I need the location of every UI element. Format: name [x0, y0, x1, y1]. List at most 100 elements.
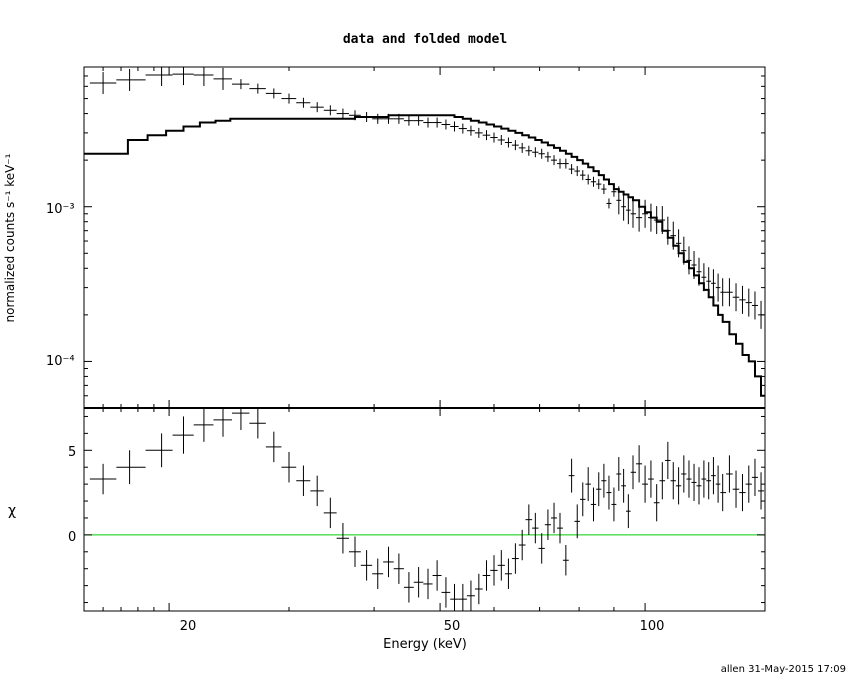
data-point — [590, 176, 597, 187]
residual-point — [621, 468, 626, 503]
residual-point — [89, 463, 117, 495]
residual-point — [720, 473, 727, 512]
data-point — [450, 121, 459, 132]
residual-point — [511, 543, 519, 574]
top-panel: 10⁻³ 10⁻⁴ normalized counts s⁻¹ keV⁻¹ — [3, 66, 766, 409]
residual-point — [249, 408, 266, 439]
data-point — [616, 186, 622, 215]
data-point — [642, 199, 649, 228]
data-point — [360, 112, 373, 123]
residual-point — [265, 431, 282, 463]
residual-point — [383, 546, 394, 578]
data-point — [413, 115, 424, 126]
x-tick-label-100: 100 — [640, 619, 665, 634]
data-point — [630, 199, 637, 228]
data-point — [323, 105, 337, 116]
bottom-y-ticks — [84, 415, 765, 604]
residual-point — [413, 567, 424, 598]
footer-stamp: allen 31-May-2015 17:09 — [721, 664, 846, 675]
model-step-path — [84, 114, 765, 397]
residual-point — [403, 572, 414, 603]
data-point — [625, 196, 631, 225]
data-point — [482, 130, 491, 141]
bottom-y-axis-label: χ — [8, 503, 16, 519]
bottom-panel: 5 0 χ — [8, 407, 766, 612]
data-point — [518, 142, 526, 153]
residual-point — [518, 529, 526, 561]
data-point — [691, 251, 697, 280]
residual-point — [596, 472, 602, 507]
residual-point — [758, 472, 765, 510]
residual-point — [659, 462, 666, 500]
residual-point — [336, 523, 349, 554]
residual-point — [393, 553, 404, 584]
data-point — [579, 170, 586, 181]
data-point — [706, 267, 712, 296]
data-point — [636, 203, 643, 232]
data-point — [665, 216, 671, 245]
residual-point — [532, 512, 539, 544]
x-tick-label-20: 20 — [180, 619, 197, 634]
data-point — [720, 278, 727, 307]
data-point — [751, 291, 759, 320]
data-point — [701, 263, 707, 292]
residual-point — [490, 555, 498, 586]
top-y-ticks — [84, 66, 765, 409]
residual-point — [715, 465, 721, 503]
data-point — [557, 158, 563, 169]
residual-point — [670, 462, 676, 500]
residual-point — [497, 550, 505, 581]
data-point — [538, 148, 545, 159]
data-point — [265, 88, 282, 99]
data-point — [432, 117, 442, 128]
residual-point — [557, 512, 563, 544]
data-point — [231, 79, 250, 90]
residual-point — [568, 458, 575, 493]
data-point — [745, 288, 752, 317]
data-point — [511, 140, 519, 151]
bottom-y-tick-label-0: 0 — [68, 530, 76, 545]
x-axis-label: Energy (keV) — [383, 637, 467, 652]
residual-point — [372, 558, 384, 590]
x-tick-label-50: 50 — [444, 619, 461, 634]
model-step-line — [84, 114, 765, 397]
data-point — [490, 132, 498, 143]
residual-point — [193, 408, 214, 442]
residual-point — [726, 455, 733, 493]
residual-point — [681, 455, 687, 493]
residual-point — [562, 545, 569, 576]
data-point — [659, 206, 666, 235]
residual-point — [474, 573, 483, 605]
data-point — [670, 221, 676, 250]
data-point — [336, 108, 349, 119]
data-point — [585, 174, 591, 185]
data-point — [611, 186, 617, 197]
residual-point — [630, 455, 637, 490]
data-crosses — [89, 67, 765, 329]
residual-point — [482, 560, 491, 591]
residual-point — [732, 470, 740, 508]
data-point — [116, 68, 146, 91]
residual-point — [296, 465, 311, 496]
residual-crosses — [89, 408, 765, 611]
data-point — [423, 117, 433, 128]
residual-point — [538, 533, 545, 564]
residual-point — [281, 451, 297, 483]
data-point — [568, 164, 575, 175]
data-point — [562, 158, 569, 169]
top-y-tick-label-1e-3: 10⁻³ — [46, 202, 75, 217]
bottom-y-tick-label-5: 5 — [68, 445, 76, 460]
data-point — [601, 184, 607, 195]
residual-point — [323, 497, 337, 529]
residual-point — [636, 445, 643, 483]
residual-point — [590, 487, 597, 522]
data-point — [681, 236, 687, 265]
residual-point — [466, 580, 475, 611]
data-point — [596, 179, 602, 190]
data-point — [213, 67, 232, 90]
residual-point — [310, 475, 324, 507]
data-point — [296, 97, 311, 108]
residual-point — [686, 460, 692, 498]
data-point — [393, 113, 404, 124]
